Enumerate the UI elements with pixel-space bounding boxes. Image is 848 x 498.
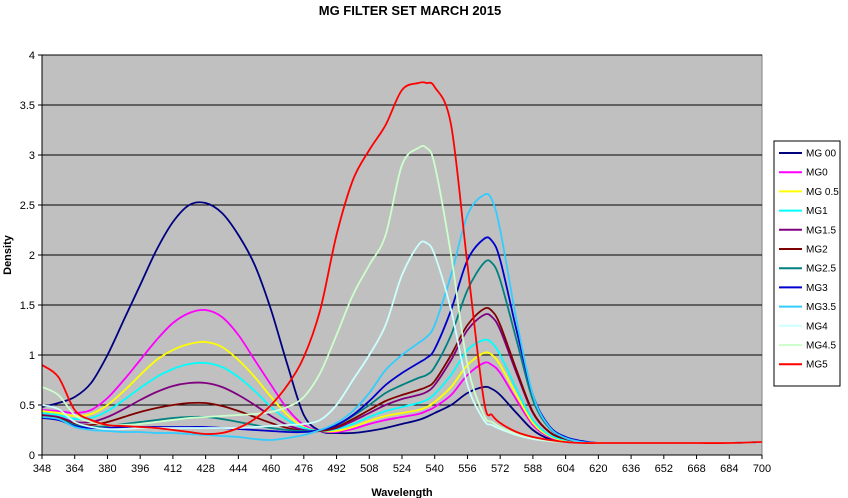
y-tick-label: 1.5 xyxy=(20,300,35,312)
x-tick-label: 412 xyxy=(164,463,182,475)
legend-entry-label: MG1 xyxy=(806,206,828,217)
legend-entry-label: MG3 xyxy=(806,283,828,294)
x-tick-label: 380 xyxy=(98,463,116,475)
legend-entry-label: MG4.5 xyxy=(806,341,836,352)
y-tick-label: 0.5 xyxy=(20,400,35,412)
y-tick-label: 4 xyxy=(29,50,35,62)
legend-entry-label: MG 0.5 xyxy=(806,187,839,198)
x-tick-label: 540 xyxy=(426,463,444,475)
y-tick-label: 1 xyxy=(29,350,35,362)
x-axis: 348 364 380 396 412 428 444 460 476 492 508 524 540 5… xyxy=(33,454,771,475)
legend-entry-label: MG3.5 xyxy=(806,302,836,313)
x-tick-label: 364 xyxy=(66,463,84,475)
x-tick-label: 492 xyxy=(327,463,345,475)
series-line-mg5 xyxy=(41,81,763,444)
legend-entry-label: MG 00 xyxy=(806,149,836,160)
legend-entry-label: MG4 xyxy=(806,321,828,332)
x-tick-label: 348 xyxy=(33,463,51,475)
x-tick-label: 620 xyxy=(589,463,607,475)
x-tick-label: 396 xyxy=(131,463,149,475)
x-tick-label: 508 xyxy=(360,463,378,475)
y-axis: 0 0.5 1 1.5 2 2.5 3 3.5 4 xyxy=(20,50,43,462)
x-tick-label: 572 xyxy=(491,463,509,475)
legend-entry-label: MG0 xyxy=(806,168,828,179)
x-tick-label: 604 xyxy=(556,463,574,475)
x-axis-title: Wavelength xyxy=(371,487,433,498)
x-tick-label: 556 xyxy=(458,463,476,475)
x-tick-label: 636 xyxy=(622,463,640,475)
x-tick-label: 684 xyxy=(720,463,738,475)
chart-title: MG FILTER SET MARCH 2015 xyxy=(319,3,502,18)
series-line-mg3 xyxy=(41,236,763,445)
x-tick-label: 460 xyxy=(262,463,280,475)
y-tick-label: 3.5 xyxy=(20,100,35,112)
x-tick-label: 524 xyxy=(393,463,411,475)
legend: MG 00 MG0 MG 0.5 MG1 MG1.5 MG2 MG2.5 MG3 MG3.5 MG… xyxy=(773,140,841,387)
y-tick-label: 3 xyxy=(29,150,35,162)
x-tick-label: 652 xyxy=(655,463,673,475)
y-tick-label: 2 xyxy=(29,250,35,262)
gridlines xyxy=(42,54,762,406)
x-tick-label: 444 xyxy=(229,463,247,475)
legend-entry-label: MG2.5 xyxy=(806,264,836,275)
legend-entry-label: MG1.5 xyxy=(806,225,836,236)
x-tick-label: 668 xyxy=(687,463,705,475)
x-tick-label: 700 xyxy=(753,463,771,475)
legend-entry-label: MG5 xyxy=(806,360,828,371)
series-line-mg3-5 xyxy=(41,193,763,444)
legend-entry-label: MG2 xyxy=(806,245,828,256)
y-tick-label: 2.5 xyxy=(20,200,35,212)
x-tick-label: 588 xyxy=(524,463,542,475)
y-tick-label: 0 xyxy=(29,450,35,462)
y-axis-title: Density xyxy=(2,234,14,275)
series-lines xyxy=(41,81,763,445)
plot-area xyxy=(41,54,763,456)
x-tick-label: 428 xyxy=(196,463,214,475)
x-tick-label: 476 xyxy=(295,463,313,475)
legend-items: MG 00 MG0 MG 0.5 MG1 MG1.5 MG2 MG2.5 MG3 MG3.5 MG… xyxy=(779,149,839,371)
